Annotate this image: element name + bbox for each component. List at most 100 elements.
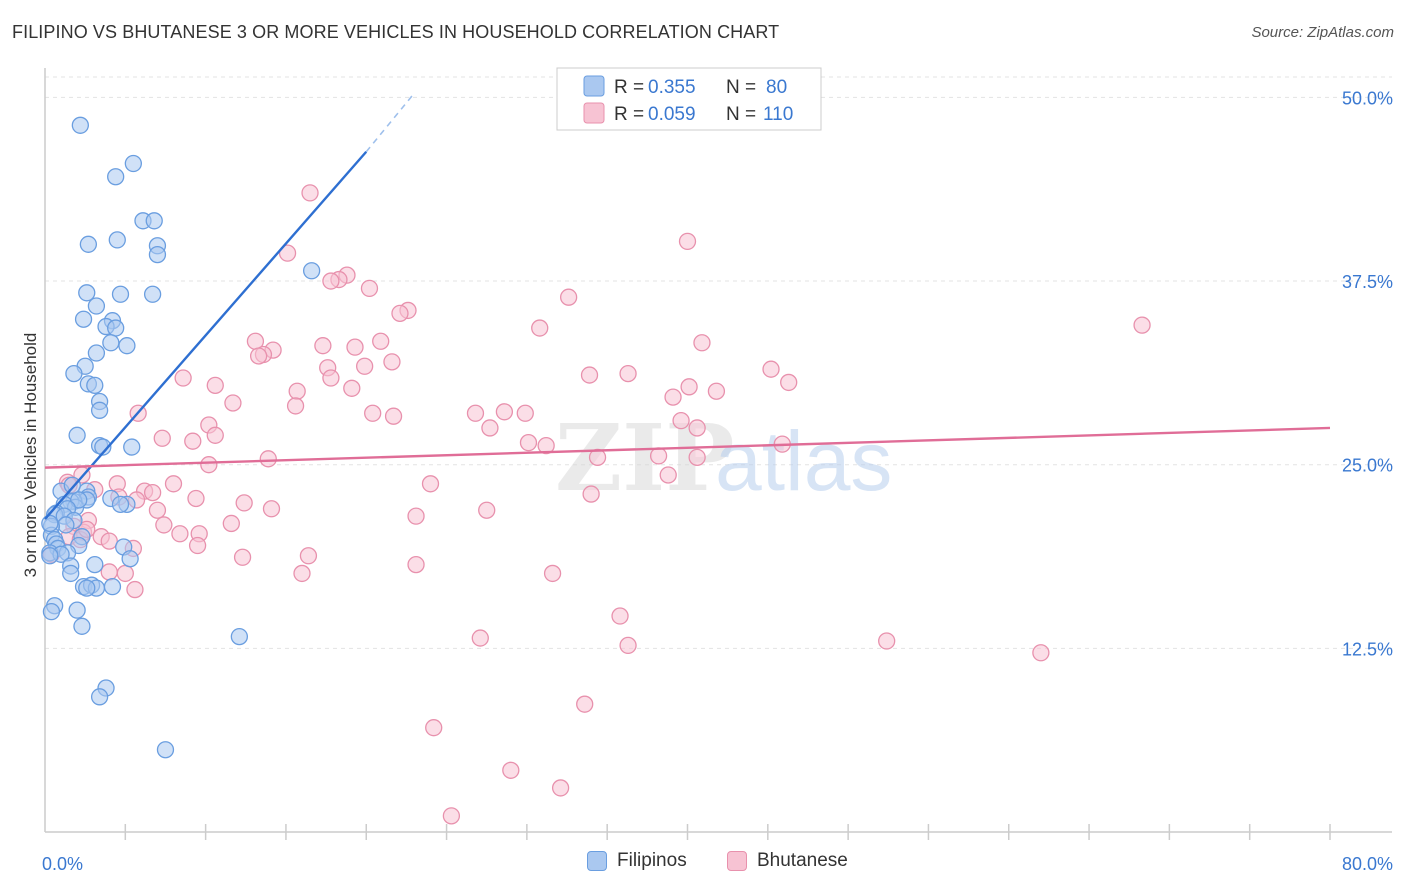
data-point-bhutanese	[322, 369, 340, 387]
data-point-bhutanese	[301, 184, 319, 202]
data-point-bhutanese	[1133, 316, 1151, 334]
data-point-bhutanese	[582, 485, 600, 503]
data-point-filipinos	[111, 495, 130, 514]
data-point-bhutanese	[516, 404, 534, 422]
data-point-bhutanese	[611, 607, 629, 625]
data-point-bhutanese	[383, 353, 401, 371]
data-point-filipinos	[90, 401, 109, 419]
data-point-bhutanese	[471, 629, 489, 647]
data-point-filipinos	[108, 231, 126, 249]
data-point-filipinos	[107, 168, 125, 186]
data-point-bhutanese	[249, 347, 268, 365]
y-axis-title: 3 or more Vehicles in Household	[21, 333, 40, 578]
data-point-bhutanese	[442, 807, 461, 825]
data-point-filipinos	[230, 627, 249, 646]
data-point-bhutanese	[116, 564, 134, 583]
data-point-filipinos	[87, 344, 106, 362]
legend-n-value: 80	[766, 77, 787, 98]
legend-item-filipinos: Filipinos	[587, 850, 687, 872]
data-point-bhutanese	[200, 456, 218, 474]
data-point-bhutanese	[678, 232, 697, 251]
legend-label-filipinos: Filipinos	[617, 850, 687, 871]
data-point-bhutanese	[262, 500, 281, 518]
data-point-filipinos	[41, 547, 59, 565]
y-tick-label: 25.0%	[1342, 456, 1393, 476]
axes	[44, 68, 1392, 833]
legend-swatch-filipinos	[583, 75, 605, 97]
legend-swatch-filipinos	[587, 851, 607, 871]
watermark-zip: ZIP	[555, 404, 734, 512]
data-point-filipinos	[123, 438, 141, 456]
data-point-bhutanese	[343, 379, 361, 397]
data-point-bhutanese	[531, 319, 549, 337]
data-point-filipinos	[74, 310, 93, 328]
y-tick-labels: 12.5% 25.0% 37.5% 50.0%	[1342, 88, 1393, 659]
data-point-bhutanese	[878, 632, 896, 650]
data-point-bhutanese	[171, 525, 189, 543]
legend-n-label: N =	[726, 77, 756, 98]
data-point-bhutanese	[278, 244, 297, 262]
legend-item-bhutanese: Bhutanese	[727, 850, 848, 872]
data-point-filipinos	[86, 376, 104, 395]
y-tick-label: 37.5%	[1342, 272, 1393, 292]
data-point-bhutanese	[619, 364, 637, 383]
data-point-bhutanese	[680, 378, 698, 396]
legend-n-label: N =	[726, 104, 756, 125]
data-point-bhutanese	[688, 419, 706, 437]
data-point-bhutanese	[664, 388, 682, 406]
data-point-bhutanese	[233, 548, 252, 566]
data-point-bhutanese	[372, 332, 390, 350]
data-point-bhutanese	[407, 555, 425, 574]
data-point-bhutanese	[224, 394, 242, 412]
data-point-bhutanese	[502, 761, 520, 779]
data-point-filipinos	[148, 245, 167, 264]
data-point-bhutanese	[206, 376, 224, 395]
chart-title: FILIPINO VS BHUTANESE 3 OR MORE VEHICLES…	[12, 22, 780, 42]
data-point-filipinos	[111, 285, 130, 303]
data-point-filipinos	[41, 514, 59, 533]
y-tick-label: 50.0%	[1342, 88, 1393, 108]
data-point-filipinos	[107, 319, 125, 337]
data-point-filipinos	[42, 602, 61, 621]
legend-n-value: 110	[763, 104, 793, 125]
data-point-bhutanese	[100, 532, 118, 550]
data-point-bhutanese	[259, 450, 277, 468]
data-point-bhutanese	[174, 369, 192, 387]
data-point-bhutanese	[155, 516, 173, 534]
data-point-bhutanese	[391, 304, 409, 323]
data-point-bhutanese	[495, 403, 514, 421]
data-point-bhutanese	[659, 466, 677, 484]
data-point-bhutanese	[407, 507, 425, 525]
data-point-filipinos	[94, 438, 112, 456]
data-point-bhutanese	[384, 407, 403, 425]
data-point-bhutanese	[148, 501, 167, 519]
data-point-filipinos	[78, 284, 96, 302]
y-tick-label: 12.5%	[1342, 639, 1393, 659]
trend-lines	[44, 92, 1331, 520]
data-point-bhutanese	[355, 357, 374, 375]
data-point-bhutanese	[299, 547, 318, 565]
data-point-bhutanese	[693, 334, 711, 352]
data-point-filipinos	[90, 688, 109, 706]
data-point-bhutanese	[126, 580, 144, 599]
data-point-bhutanese	[688, 448, 706, 466]
data-point-bhutanese	[425, 719, 443, 737]
data-point-filipinos	[156, 741, 175, 759]
data-point-bhutanese	[478, 501, 496, 519]
data-point-bhutanese	[188, 536, 207, 555]
data-point-bhutanese	[360, 279, 379, 298]
data-point-bhutanese	[649, 447, 668, 465]
data-point-bhutanese	[222, 514, 240, 533]
data-point-filipinos	[124, 154, 142, 173]
data-point-filipinos	[121, 550, 139, 568]
data-point-bhutanese	[707, 382, 726, 400]
data-point-bhutanese	[314, 337, 332, 355]
trend-line-filipinos	[44, 150, 368, 520]
data-point-bhutanese	[206, 426, 224, 444]
x-tick-label: 0.0%	[42, 854, 83, 874]
x-axis-ticks	[124, 824, 1331, 840]
data-point-bhutanese	[537, 436, 555, 455]
legend-stats: R = 0.355 N = 80 R = 0.059 N = 110	[556, 67, 822, 131]
data-point-filipinos	[143, 285, 162, 303]
